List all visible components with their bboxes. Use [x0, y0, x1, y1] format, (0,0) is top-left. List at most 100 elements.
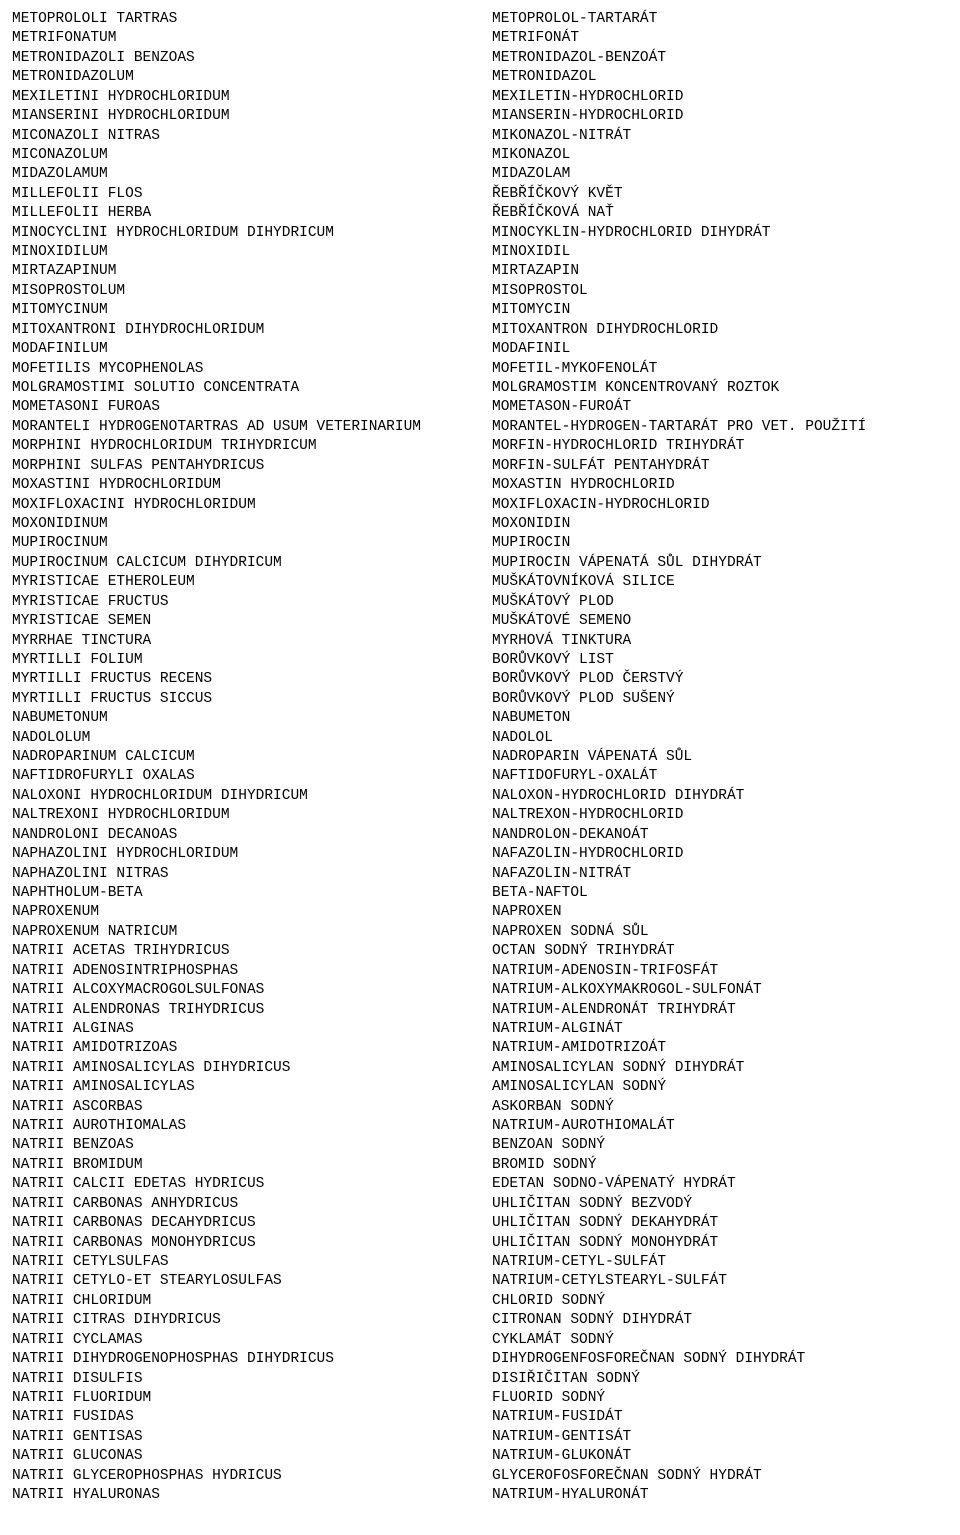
czech-term: BORŮVKOVÝ LIST: [492, 651, 948, 670]
czech-term: MOXIFLOXACIN-HYDROCHLORID: [492, 496, 948, 515]
table-row: NATRII GENTISASNATRIUM-GENTISÁT: [12, 1428, 948, 1447]
table-row: MYRTILLI FRUCTUS RECENSBORŮVKOVÝ PLOD ČE…: [12, 670, 948, 689]
latin-term: MOXASTINI HYDROCHLORIDUM: [12, 476, 492, 495]
latin-term: MOMETASONI FUROAS: [12, 398, 492, 417]
czech-term: NALTREXON-HYDROCHLORID: [492, 806, 948, 825]
table-row: MITOMYCINUMMITOMYCIN: [12, 301, 948, 320]
latin-term: NATRII ASCORBAS: [12, 1098, 492, 1117]
czech-term: METRIFONÁT: [492, 29, 948, 48]
latin-term: NATRII AMIDOTRIZOAS: [12, 1039, 492, 1058]
czech-term: MUŠKÁTOVNÍKOVÁ SILICE: [492, 573, 948, 592]
table-row: NATRII CARBONAS DECAHYDRICUSUHLIČITAN SO…: [12, 1214, 948, 1233]
czech-term: CITRONAN SODNÝ DIHYDRÁT: [492, 1311, 948, 1330]
czech-term: NATRIUM-GENTISÁT: [492, 1428, 948, 1447]
czech-term: MOMETASON-FUROÁT: [492, 398, 948, 417]
latin-term: NATRII GLUCONAS: [12, 1447, 492, 1466]
table-row: MOMETASONI FUROASMOMETASON-FUROÁT: [12, 398, 948, 417]
latin-term: METRONIDAZOLUM: [12, 68, 492, 87]
latin-term: NATRII FLUORIDUM: [12, 1389, 492, 1408]
latin-term: MYRISTICAE ETHEROLEUM: [12, 573, 492, 592]
table-row: NATRII FLUORIDUMFLUORID SODNÝ: [12, 1389, 948, 1408]
table-row: NATRII ACETAS TRIHYDRICUSOCTAN SODNÝ TRI…: [12, 942, 948, 961]
latin-term: MICONAZOLI NITRAS: [12, 127, 492, 146]
latin-term: MOXIFLOXACINI HYDROCHLORIDUM: [12, 496, 492, 515]
czech-term: GLYCEROFOSFOREČNAN SODNÝ HYDRÁT: [492, 1467, 948, 1486]
latin-term: METRIFONATUM: [12, 29, 492, 48]
czech-term: MISOPROSTOL: [492, 282, 948, 301]
czech-term: AMINOSALICYLAN SODNÝ: [492, 1078, 948, 1097]
table-row: MORPHINI SULFAS PENTAHYDRICUSMORFIN-SULF…: [12, 457, 948, 476]
czech-term: BENZOAN SODNÝ: [492, 1136, 948, 1155]
latin-term: NALTREXONI HYDROCHLORIDUM: [12, 806, 492, 825]
czech-term: BETA-NAFTOL: [492, 884, 948, 903]
czech-term: BROMID SODNÝ: [492, 1156, 948, 1175]
latin-term: NATRII DIHYDROGENOPHOSPHAS DIHYDRICUS: [12, 1350, 492, 1369]
czech-term: NATRIUM-CETYL-SULFÁT: [492, 1253, 948, 1272]
latin-term: NATRII CARBONAS DECAHYDRICUS: [12, 1214, 492, 1233]
czech-term: CYKLAMÁT SODNÝ: [492, 1331, 948, 1350]
table-row: MOXASTINI HYDROCHLORIDUMMOXASTIN HYDROCH…: [12, 476, 948, 495]
table-row: NATRII CARBONAS ANHYDRICUSUHLIČITAN SODN…: [12, 1195, 948, 1214]
table-row: NATRII AUROTHIOMALASNATRIUM-AUROTHIOMALÁ…: [12, 1117, 948, 1136]
czech-term: NAPROXEN SODNÁ SŮL: [492, 923, 948, 942]
latin-term: NATRII GENTISAS: [12, 1428, 492, 1447]
table-row: MILLEFOLII HERBAŘEBŘÍČKOVÁ NAŤ: [12, 204, 948, 223]
latin-term: MITOXANTRONI DIHYDROCHLORIDUM: [12, 321, 492, 340]
latin-term: MINOCYCLINI HYDROCHLORIDUM DIHYDRICUM: [12, 224, 492, 243]
latin-term: NATRII CARBONAS MONOHYDRICUS: [12, 1234, 492, 1253]
table-row: NATRII DISULFISDISIŘIČITAN SODNÝ: [12, 1370, 948, 1389]
czech-term: METRONIDAZOL-BENZOÁT: [492, 49, 948, 68]
czech-term: NATRIUM-FUSIDÁT: [492, 1408, 948, 1427]
table-row: MORANTELI HYDROGENOTARTRAS AD USUM VETER…: [12, 418, 948, 437]
latin-term: MILLEFOLII FLOS: [12, 185, 492, 204]
czech-term: ASKORBAN SODNÝ: [492, 1098, 948, 1117]
table-row: NATRII CETYLSULFASNATRIUM-CETYL-SULFÁT: [12, 1253, 948, 1272]
latin-term: NATRII BENZOAS: [12, 1136, 492, 1155]
latin-term: NATRII CARBONAS ANHYDRICUS: [12, 1195, 492, 1214]
table-row: MICONAZOLI NITRASMIKONAZOL-NITRÁT: [12, 127, 948, 146]
table-row: MODAFINILUMMODAFINIL: [12, 340, 948, 359]
czech-term: MIANSERIN-HYDROCHLORID: [492, 107, 948, 126]
czech-term: MIKONAZOL-NITRÁT: [492, 127, 948, 146]
czech-term: MOXONIDIN: [492, 515, 948, 534]
latin-term: NATRII CETYLSULFAS: [12, 1253, 492, 1272]
table-row: MYRTILLI FRUCTUS SICCUSBORŮVKOVÝ PLOD SU…: [12, 690, 948, 709]
table-row: NATRII BENZOASBENZOAN SODNÝ: [12, 1136, 948, 1155]
table-row: NANDROLONI DECANOASNANDROLON-DEKANOÁT: [12, 826, 948, 845]
latin-term: NATRII ALENDRONAS TRIHYDRICUS: [12, 1001, 492, 1020]
czech-term: MIRTAZAPIN: [492, 262, 948, 281]
latin-term: METOPROLOLI TARTRAS: [12, 10, 492, 29]
czech-term: NANDROLON-DEKANOÁT: [492, 826, 948, 845]
latin-term: NATRII DISULFIS: [12, 1370, 492, 1389]
latin-term: MYRRHAE TINCTURA: [12, 632, 492, 651]
table-row: NAPROXENUMNAPROXEN: [12, 903, 948, 922]
czech-term: MOLGRAMOSTIM KONCENTROVANÝ ROZTOK: [492, 379, 948, 398]
czech-term: MUPIROCIN: [492, 534, 948, 553]
table-row: METOPROLOLI TARTRASMETOPROLOL-TARTARÁT: [12, 10, 948, 29]
czech-term: NAFAZOLIN-NITRÁT: [492, 865, 948, 884]
latin-term: NATRII ALGINAS: [12, 1020, 492, 1039]
latin-term: MYRTILLI FRUCTUS SICCUS: [12, 690, 492, 709]
czech-term: MYRHOVÁ TINKTURA: [492, 632, 948, 651]
table-row: METRIFONATUMMETRIFONÁT: [12, 29, 948, 48]
czech-term: NATRIUM-ADENOSIN-TRIFOSFÁT: [492, 962, 948, 981]
table-row: NALTREXONI HYDROCHLORIDUMNALTREXON-HYDRO…: [12, 806, 948, 825]
latin-term: MIDAZOLAMUM: [12, 165, 492, 184]
czech-term: MODAFINIL: [492, 340, 948, 359]
table-row: NADROPARINUM CALCICUMNADROPARIN VÁPENATÁ…: [12, 748, 948, 767]
latin-term: MITOMYCINUM: [12, 301, 492, 320]
latin-term: NATRII AMINOSALICYLAS DIHYDRICUS: [12, 1059, 492, 1078]
czech-term: NADOLOL: [492, 729, 948, 748]
czech-term: MINOCYKLIN-HYDROCHLORID DIHYDRÁT: [492, 224, 948, 243]
latin-term: NATRII CYCLAMAS: [12, 1331, 492, 1350]
latin-term: NADROPARINUM CALCICUM: [12, 748, 492, 767]
czech-term: UHLIČITAN SODNÝ MONOHYDRÁT: [492, 1234, 948, 1253]
czech-term: EDETAN SODNO-VÁPENATÝ HYDRÁT: [492, 1175, 948, 1194]
czech-term: ŘEBŘÍČKOVÝ KVĚT: [492, 185, 948, 204]
latin-term: MIRTAZAPINUM: [12, 262, 492, 281]
latin-term: MORANTELI HYDROGENOTARTRAS AD USUM VETER…: [12, 418, 492, 437]
table-row: NADOLOLUMNADOLOL: [12, 729, 948, 748]
table-row: NALOXONI HYDROCHLORIDUM DIHYDRICUMNALOXO…: [12, 787, 948, 806]
latin-term: NATRII ADENOSINTRIPHOSPHAS: [12, 962, 492, 981]
table-row: NATRII FUSIDASNATRIUM-FUSIDÁT: [12, 1408, 948, 1427]
